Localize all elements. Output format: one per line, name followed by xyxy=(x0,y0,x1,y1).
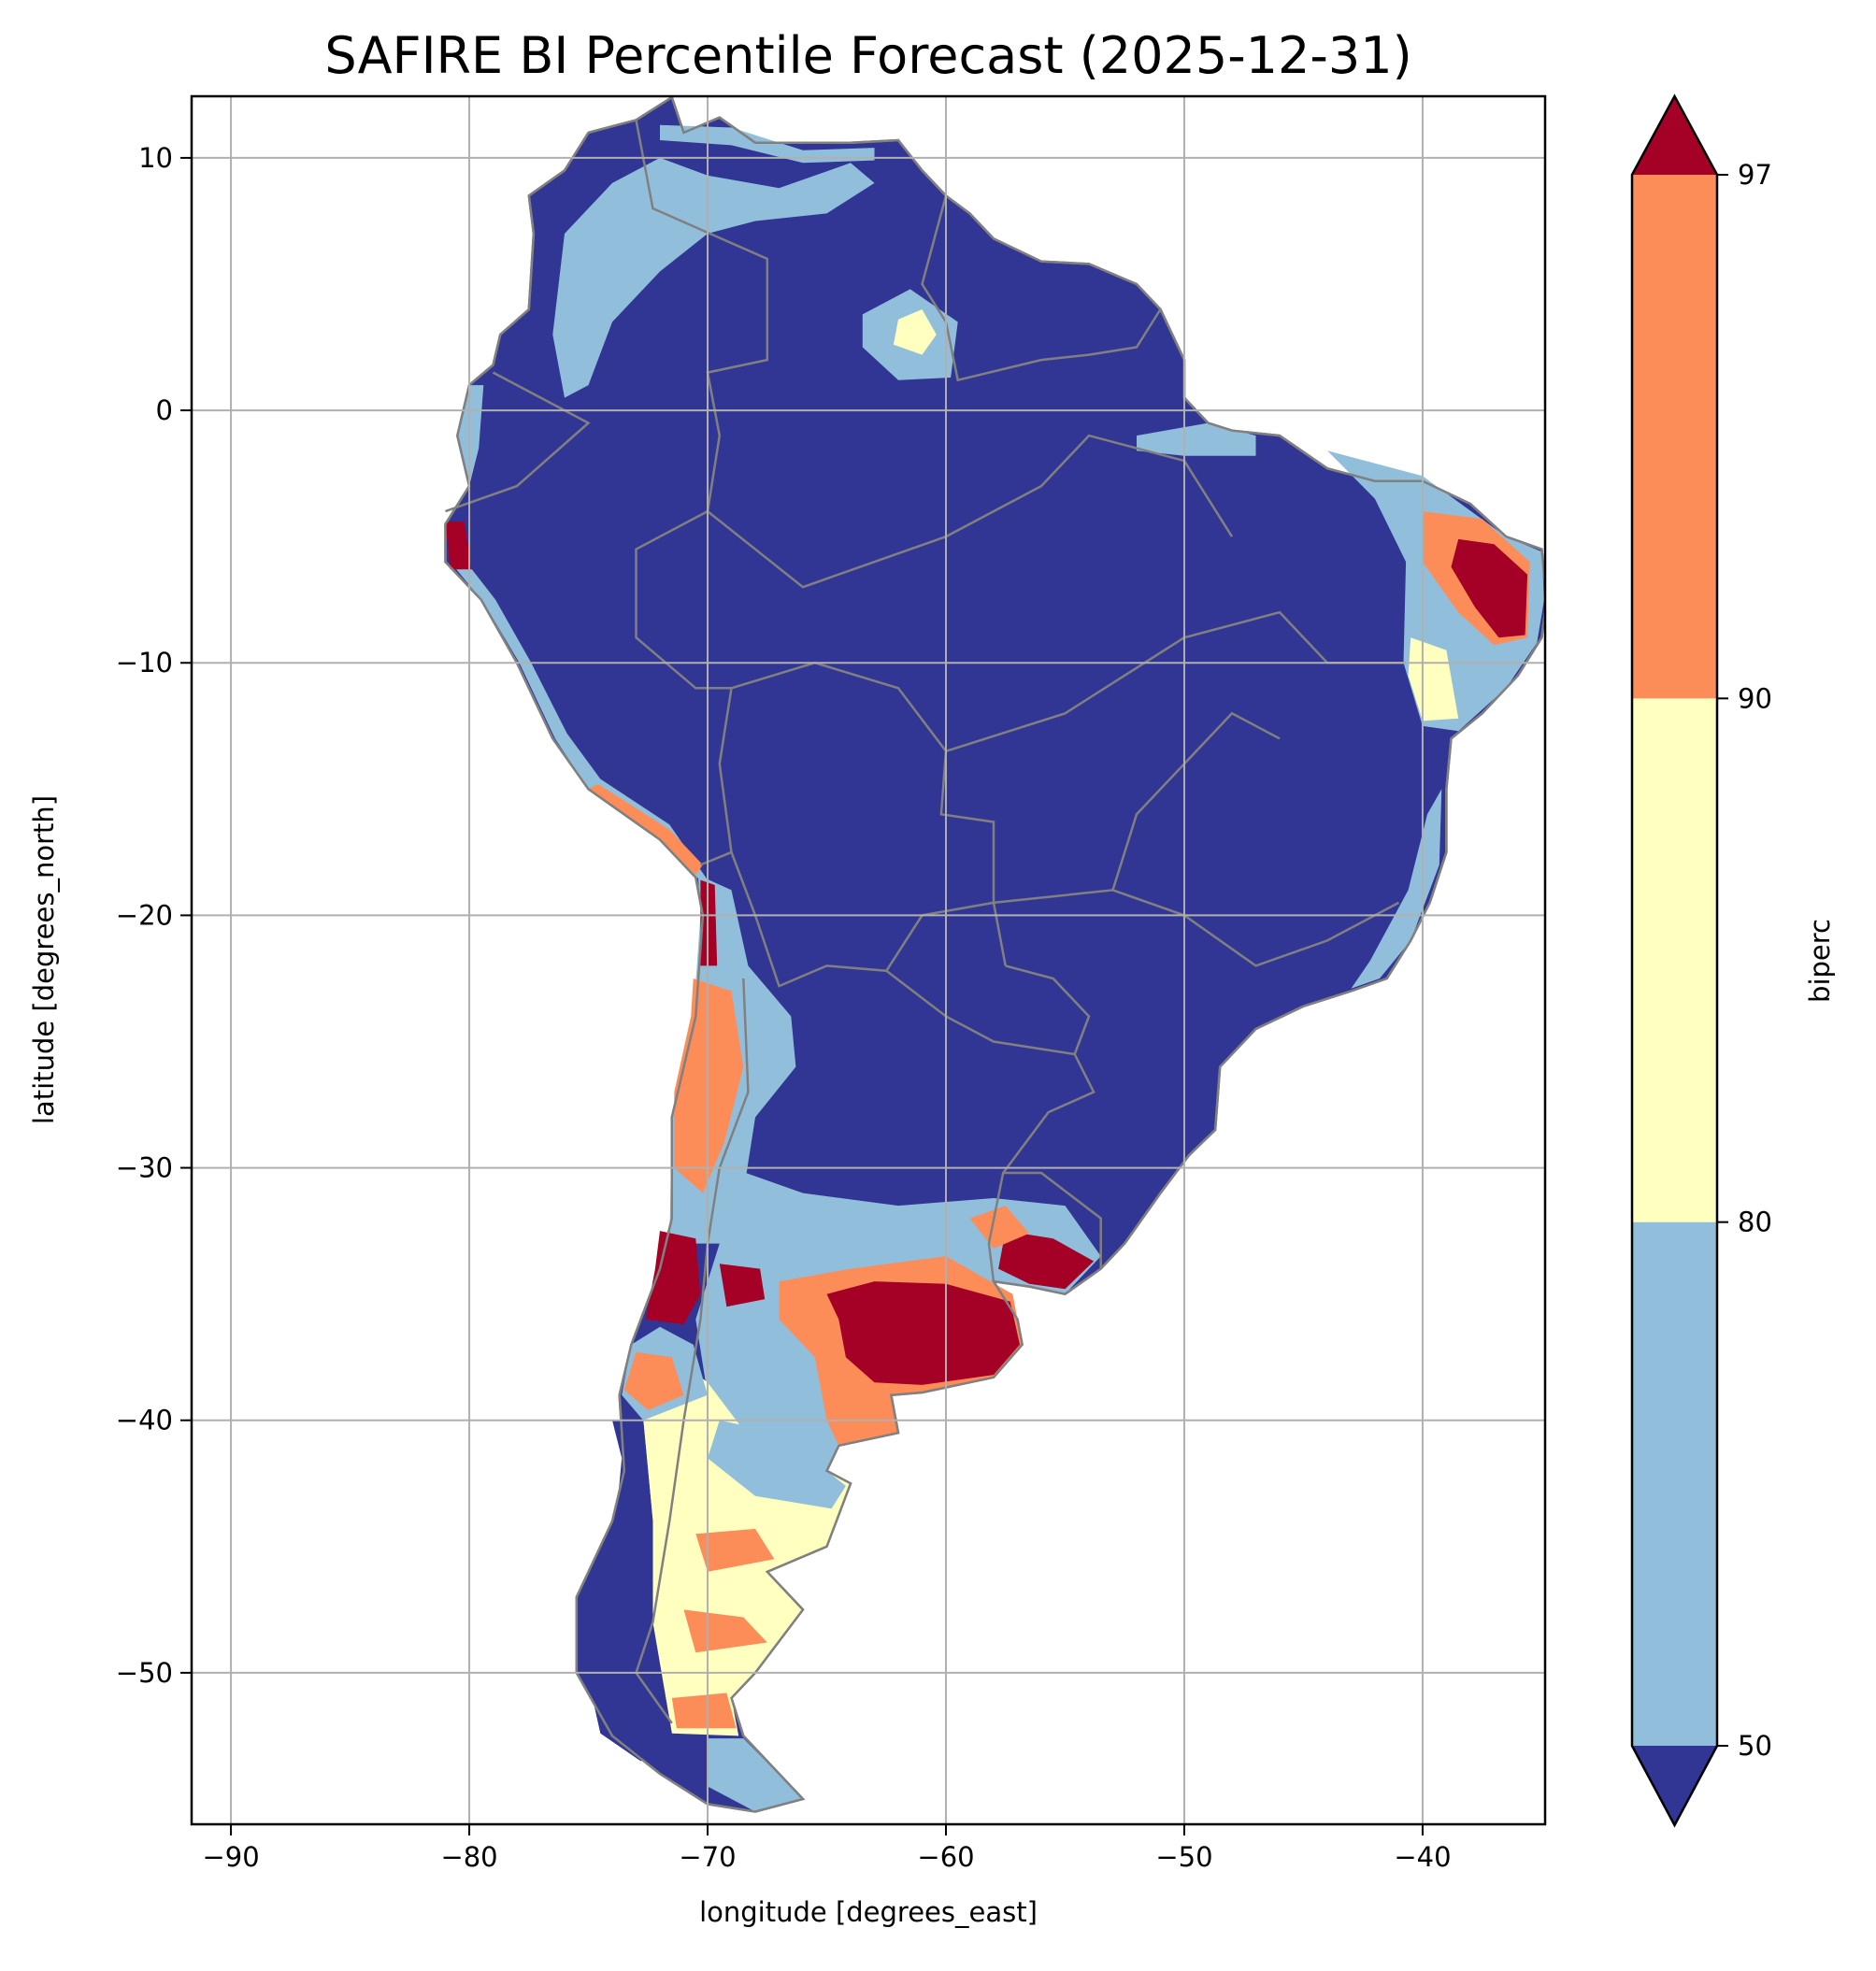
y-tick-label: −40 xyxy=(116,1405,173,1436)
region-ne-brazil-yellow xyxy=(1408,637,1459,721)
region-chile-north-red xyxy=(700,879,718,966)
region-amazon-mouth xyxy=(1137,422,1256,456)
region-argentina-west-orange xyxy=(623,1351,684,1410)
country-border xyxy=(635,509,733,866)
country-border xyxy=(987,1171,1102,1282)
y-axis: 10 0 −10 −20 −30 −40 −50 xyxy=(116,142,192,1689)
map-area xyxy=(192,96,1545,1824)
region-patagonia-orange-3 xyxy=(671,1692,737,1729)
region-uruguay-orange xyxy=(969,1206,1030,1249)
region-pampas-red xyxy=(826,1281,1020,1385)
y-tick-label: −30 xyxy=(116,1152,173,1184)
x-axis: −90 −80 −70 −60 −50 −40 xyxy=(202,1824,1452,1873)
percentile-regions xyxy=(445,124,1544,1812)
region-patagonia-orange-2 xyxy=(683,1609,767,1653)
country-border xyxy=(635,120,769,512)
region-ne-brazil xyxy=(1327,450,1544,732)
region-ne-brazil-red xyxy=(1451,538,1528,638)
region-chile-south-dark xyxy=(580,1420,672,1762)
region-tierra-blue xyxy=(708,1738,803,1812)
region-guiana-core xyxy=(893,309,937,355)
x-tick-label: −90 xyxy=(202,1841,259,1873)
colorbar-tick-label: 90 xyxy=(1738,682,1772,714)
coastline xyxy=(444,96,1545,1813)
colorbar-extend-max xyxy=(1632,96,1717,175)
x-axis-label: longitude [degrees_east] xyxy=(699,1896,1038,1928)
colorbar-label: biperc xyxy=(1804,919,1836,1003)
region-uruguay-red xyxy=(998,1231,1095,1290)
y-tick-label: 10 xyxy=(138,142,173,174)
country-border xyxy=(993,889,1399,967)
colorbar-segment xyxy=(1632,698,1717,1222)
colorbar-tick-label: 80 xyxy=(1738,1207,1772,1238)
colorbar-segment xyxy=(1632,1221,1717,1746)
colorbar-segment xyxy=(1632,175,1717,699)
region-patagonia-orange-1 xyxy=(695,1528,775,1572)
y-tick-label: 0 xyxy=(156,394,173,426)
country-border xyxy=(445,371,591,513)
region-mendoza-red xyxy=(719,1264,766,1307)
country-border xyxy=(731,661,1007,966)
region-patagonia-blue xyxy=(708,1420,846,1509)
region-andes-north xyxy=(552,157,875,398)
colorbar-extend-min xyxy=(1632,1746,1717,1825)
y-tick-label: −10 xyxy=(116,647,173,678)
gridlines xyxy=(192,96,1545,1824)
colorbar: 50 80 90 97 xyxy=(1630,93,1772,1828)
x-tick-label: −80 xyxy=(440,1841,497,1873)
x-tick-label: −60 xyxy=(917,1841,974,1873)
y-axis-label: latitude [degrees_north] xyxy=(28,795,60,1124)
y-tick-label: −50 xyxy=(116,1657,173,1689)
y-tick-label: −20 xyxy=(116,899,173,931)
colorbar-tick-label: 97 xyxy=(1738,159,1772,191)
region-peru-coast xyxy=(450,556,708,880)
region-central-chile-red xyxy=(645,1231,701,1325)
x-tick-label: −50 xyxy=(1155,1841,1212,1873)
axes-frame xyxy=(190,94,1547,1826)
x-tick-label: −40 xyxy=(1394,1841,1451,1873)
country-border xyxy=(921,195,1162,382)
region-peru-north-red xyxy=(445,521,472,570)
country-border xyxy=(1002,1053,1096,1174)
country-border xyxy=(635,978,750,1724)
region-caribbean-coast xyxy=(660,124,875,164)
chart-title: SAFIRE BI Percentile Forecast (2025-12-3… xyxy=(324,26,1411,85)
x-tick-label: −70 xyxy=(679,1841,736,1873)
colorbar-tick-label: 50 xyxy=(1738,1730,1772,1762)
